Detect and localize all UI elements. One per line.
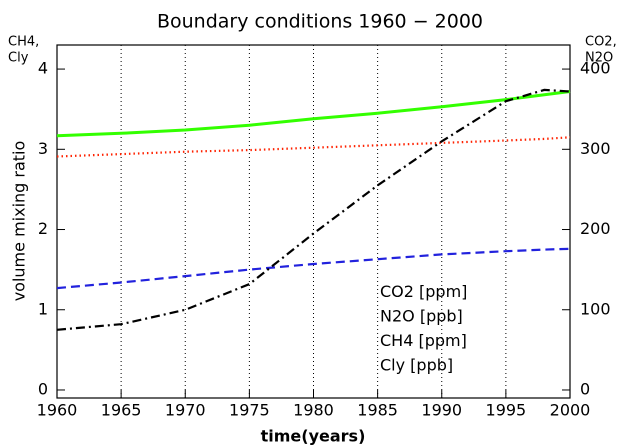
y2-tick-label: 0 <box>580 379 590 398</box>
y-corner-label: Cly <box>8 51 29 66</box>
series-line <box>56 247 571 290</box>
series-line <box>56 136 571 158</box>
y2-tick-label: 100 <box>580 299 611 318</box>
y-axis-label: volume mixing ratio <box>10 141 29 302</box>
y2-corner-label: N2O <box>585 51 613 66</box>
x-tick-label: 1990 <box>421 401 462 420</box>
chart-title: Boundary conditions 1960 − 2000 <box>157 11 483 33</box>
y-tick-label: 1 <box>38 299 48 318</box>
legend-entry: CH4 [ppm] <box>380 331 467 350</box>
y-tick-label: 2 <box>38 219 48 238</box>
series-line <box>56 90 571 138</box>
x-tick-label: 1960 <box>37 401 78 420</box>
legend-entry: CO2 [ppm] <box>380 282 467 301</box>
y-corner-label: CH4, <box>8 35 39 50</box>
x-tick-label: 2000 <box>550 401 591 420</box>
x-tick-label: 1995 <box>486 401 527 420</box>
x-tick-label: 1975 <box>229 401 270 420</box>
y2-corner-label: CO2, <box>585 35 617 50</box>
x-tick-label: 1970 <box>165 401 206 420</box>
series-line <box>56 88 571 331</box>
y2-tick-label: 200 <box>580 219 611 238</box>
y-tick-label: 4 <box>38 59 48 78</box>
y-tick-label: 0 <box>38 379 48 398</box>
y2-tick-label: 300 <box>580 139 611 158</box>
legend-entry: N2O [ppb] <box>380 307 463 326</box>
y2-tick-label: 400 <box>580 59 611 78</box>
legend-entry: Cly [ppb] <box>380 356 453 375</box>
y-tick-label: 3 <box>38 139 48 158</box>
x-axis-label: time(years) <box>261 427 366 446</box>
x-tick-label: 1985 <box>357 401 398 420</box>
x-tick-label: 1980 <box>293 401 334 420</box>
x-tick-label: 1965 <box>101 401 142 420</box>
